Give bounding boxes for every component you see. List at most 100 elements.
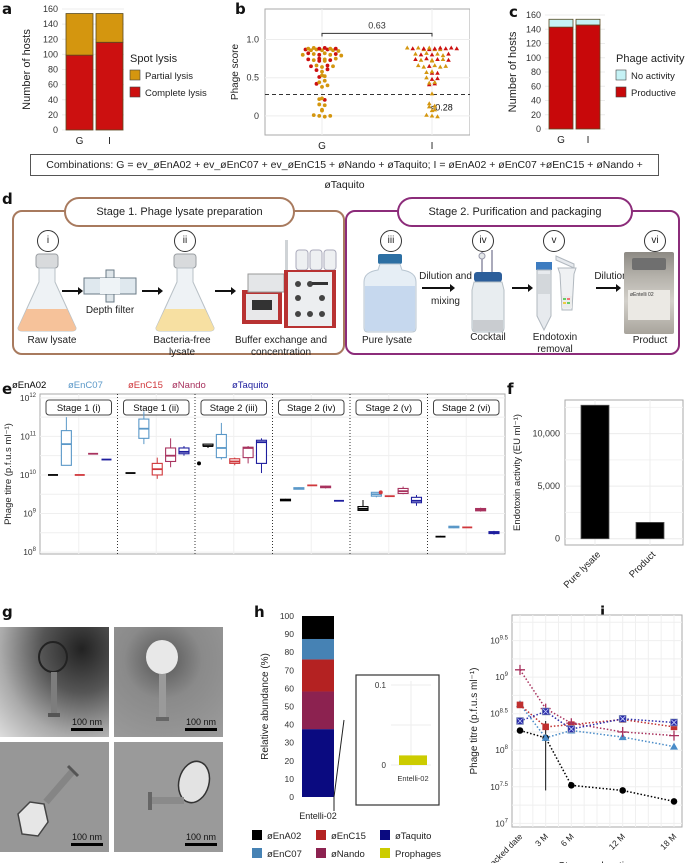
- bacteria-free-flask-icon: [155, 253, 215, 332]
- legend-swatch: [129, 69, 141, 81]
- y-tick-label: 80: [531, 67, 541, 77]
- x-tick-label: G: [76, 136, 84, 147]
- data-point: [426, 104, 432, 109]
- legend-label: øTaquito: [395, 831, 431, 842]
- data-point: [432, 63, 438, 68]
- legend-label: øNando: [331, 849, 365, 860]
- data-point: [418, 57, 424, 62]
- depth-filter-caption: Depth filter: [85, 305, 135, 316]
- data-point: [568, 782, 575, 789]
- data-point: [325, 63, 330, 68]
- x-tick-label: Pure lysate: [562, 549, 603, 590]
- y-tick-label: 100: [280, 611, 294, 621]
- micrograph-1: 100 nm: [0, 627, 109, 737]
- data-point: [322, 78, 327, 83]
- data-point: [440, 57, 446, 61]
- y-tick-label: 20: [531, 110, 541, 120]
- data-point: [516, 727, 524, 734]
- data-point: [404, 45, 410, 50]
- facet-strip: [278, 399, 345, 416]
- arrow-1-head-icon: [78, 287, 83, 295]
- depth-filter-icon: [83, 269, 137, 303]
- chart-h: 0 10 20 30 40 50 60 70 80 90 100 Relative abundance…: [252, 611, 441, 860]
- x-axis-title: Storage duration: [558, 860, 636, 863]
- data-point: [429, 69, 435, 74]
- legend-label: øEnC07: [267, 849, 302, 860]
- legend-label: øNando: [172, 380, 206, 391]
- y-tick-label: 107: [495, 818, 508, 828]
- y-tick-label: 0.5: [246, 73, 259, 83]
- chart-b: 0 0.5 1.0 Phage score <0.28 0.63 G I: [230, 8, 470, 152]
- step-i-badge: i: [37, 230, 59, 252]
- raw-lysate-flask-icon: [17, 253, 77, 332]
- bar-segment: [302, 691, 334, 730]
- data-point: [317, 114, 322, 118]
- data-point: [328, 58, 333, 63]
- phage-particle-icon: [148, 760, 211, 810]
- dilution-label: Dilution: [594, 271, 628, 282]
- data-point: [331, 64, 335, 69]
- inset-connector: [333, 719, 345, 798]
- scale-bar-1: 100 nm: [71, 717, 103, 731]
- scale-label: 100 nm: [71, 717, 103, 727]
- data-point: [432, 103, 438, 108]
- data-point: [446, 57, 451, 62]
- y-tick-label: 107.5: [490, 782, 508, 792]
- micrograph-3: 100 nm: [0, 742, 109, 852]
- x-tick-label: 6 M: [559, 831, 576, 848]
- chart-c: 0 20 40 60 80 100 120 140 160 Number of hosts G I Ph…: [507, 10, 685, 146]
- box-body: [255, 439, 268, 464]
- data-point: [426, 45, 432, 50]
- bracket-label: 0.63: [368, 20, 386, 30]
- panel-label-c: c: [509, 3, 518, 21]
- box-body: [60, 430, 72, 466]
- y-tick-label: 70: [285, 665, 295, 675]
- y-tick-label: 60: [285, 683, 295, 693]
- data-point: [670, 723, 678, 731]
- facet-label: Stage 2 (vi): [442, 403, 491, 414]
- data-point: [309, 64, 313, 69]
- data-point: [432, 107, 438, 112]
- legend-label: øEnC15: [128, 380, 163, 391]
- data-point: [435, 57, 440, 61]
- legend-label: øEnA02: [267, 831, 301, 842]
- step-v-caption: Endotoxin removal: [532, 332, 578, 355]
- y-axis-title: Number of hosts: [507, 31, 519, 112]
- data-point: [333, 46, 338, 51]
- y-tick-label: 100: [526, 53, 541, 63]
- data-point: [669, 730, 679, 741]
- bar-segment: [548, 26, 574, 130]
- data-point: [426, 63, 432, 68]
- x-tick-label: I: [587, 135, 590, 146]
- y-axis-title: Phage titre (p.f.u.s ml⁻¹): [3, 423, 14, 525]
- y-tick-label: 1012: [20, 393, 37, 403]
- y-tick-label: 20: [48, 110, 58, 120]
- chart-a: 0 20 40 60 80 100 120 140 160 Number of hosts G I Sp…: [21, 4, 207, 147]
- data-point: [424, 69, 429, 74]
- legend-title: Phage activity: [616, 53, 685, 65]
- bar-segment: [575, 24, 601, 130]
- box-outlier: [197, 461, 201, 466]
- data-point: [311, 52, 316, 56]
- x-tick-label: Entelli-02: [299, 811, 337, 821]
- endotoxin-removal-tube-icon: [536, 255, 577, 332]
- data-point: [300, 52, 305, 57]
- data-point: [435, 51, 440, 56]
- facet-label: Stage 1 (i): [57, 403, 101, 414]
- x-tick-label: G: [557, 135, 565, 146]
- panel-label-e: e: [2, 380, 13, 398]
- y-axis-title: Phage score: [230, 43, 241, 100]
- y-tick-label: 160: [43, 4, 58, 14]
- bar: [580, 404, 610, 540]
- y-axis-title: Phage titre (p.f.u.s ml⁻¹): [469, 668, 480, 775]
- plot-frame: [39, 393, 506, 555]
- bar-segment: [95, 13, 124, 43]
- data-point: [339, 53, 344, 58]
- arrow-2-head-icon: [158, 287, 163, 295]
- step-buffer-exchange-caption: Buffer exchange and concentration: [234, 335, 328, 358]
- data-point: [435, 76, 440, 81]
- inset-y-tick-label: 0.1: [375, 681, 387, 690]
- y-tick-label: 1.0: [246, 35, 259, 45]
- panel-label-d: d: [2, 190, 13, 208]
- facet-strip: [45, 399, 112, 416]
